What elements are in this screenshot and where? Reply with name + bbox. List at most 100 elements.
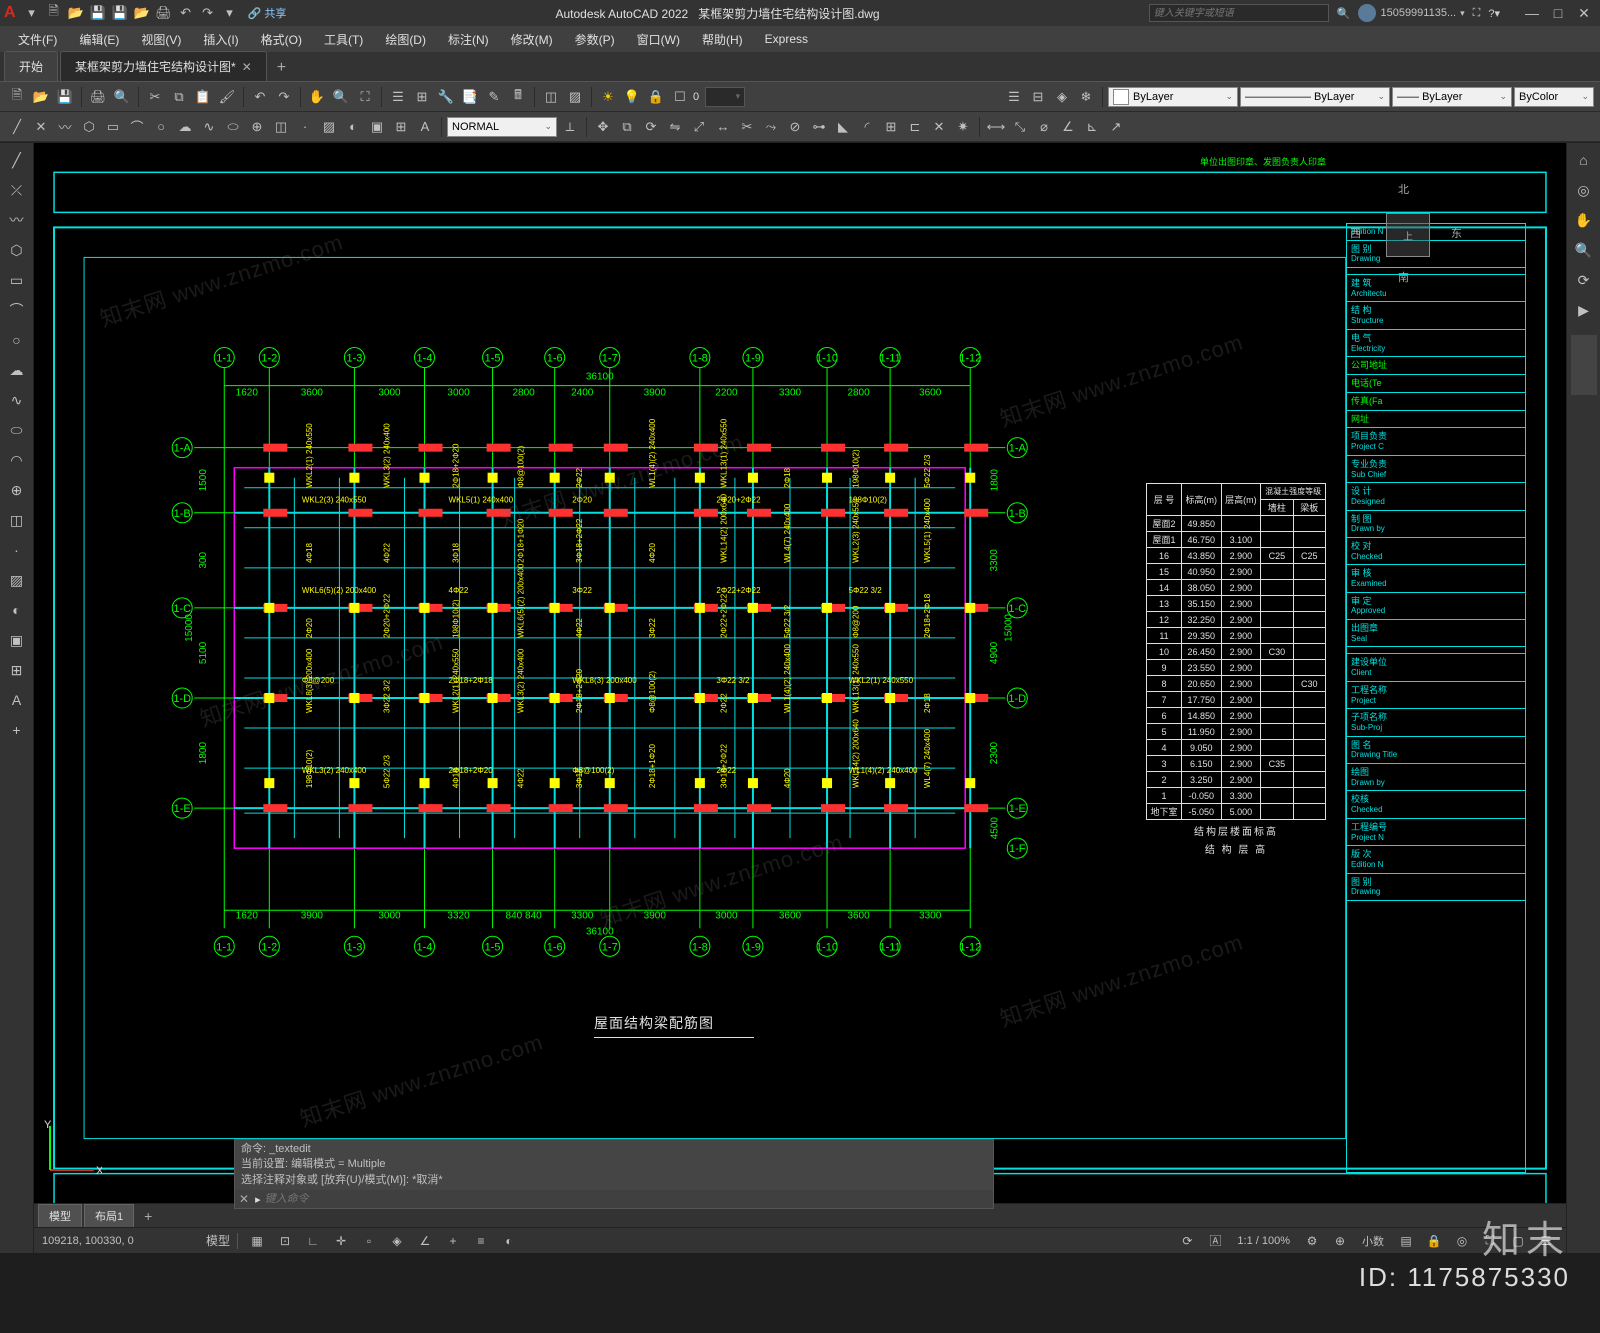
lt-point-icon[interactable]: ·: [4, 537, 30, 563]
lt-line-icon[interactable]: ╱: [4, 147, 30, 173]
tb-redo-icon[interactable]: ↷: [273, 86, 295, 108]
tb-hatch-icon[interactable]: ▨: [564, 86, 586, 108]
sb-model-button[interactable]: 模型: [206, 1231, 230, 1251]
tb-block-icon[interactable]: ◫: [540, 86, 562, 108]
tb-cut-icon[interactable]: ✂: [144, 86, 166, 108]
tb-dim2-icon[interactable]: ⤡: [1009, 116, 1031, 138]
tb-arc-icon[interactable]: ⌒: [126, 116, 148, 138]
qat-undo-icon[interactable]: ↶: [176, 3, 196, 23]
tb-quickcalc-icon[interactable]: 🖩: [507, 86, 529, 108]
sb-lock-icon[interactable]: 🔒: [1422, 1231, 1446, 1251]
rt-showmotion-icon[interactable]: ▶: [1571, 297, 1597, 323]
layer-color-dropdown[interactable]: ▾: [705, 87, 745, 107]
lt-addsel-icon[interactable]: +: [4, 717, 30, 743]
lt-circle-icon[interactable]: ○: [4, 327, 30, 353]
sb-ws-icon[interactable]: ⚙: [1300, 1231, 1324, 1251]
tb-sun-icon[interactable]: ☀: [597, 86, 619, 108]
rt-wheel-icon[interactable]: ◎: [1571, 177, 1597, 203]
menu-item[interactable]: 窗口(W): [627, 27, 690, 52]
tb-erase-icon[interactable]: ✕: [928, 116, 950, 138]
sb-ann-icon[interactable]: 🄰: [1203, 1231, 1227, 1251]
tb-light-icon[interactable]: 💡: [621, 86, 643, 108]
lt-table-icon[interactable]: ⊞: [4, 657, 30, 683]
tb-chk-icon[interactable]: ☐: [669, 86, 691, 108]
lt-insert-icon[interactable]: ⊕: [4, 477, 30, 503]
tb-explode-icon[interactable]: ✷: [952, 116, 974, 138]
tab-add-button[interactable]: +: [269, 55, 294, 81]
menu-item[interactable]: 插入(I): [193, 27, 248, 52]
sb-otrack-icon[interactable]: ∠: [413, 1231, 437, 1251]
tb-dim4-icon[interactable]: ∠: [1057, 116, 1079, 138]
lt-text-icon[interactable]: A: [4, 687, 30, 713]
lt-poly-icon[interactable]: ⬡: [4, 237, 30, 263]
qat-saveas-icon[interactable]: 💾: [110, 3, 130, 23]
tb-offset-icon[interactable]: ⊏: [904, 116, 926, 138]
rt-zoom-icon[interactable]: 🔍: [1571, 237, 1597, 263]
tb-dimstyle-icon[interactable]: ⟂: [559, 116, 581, 138]
sb-isolate-icon[interactable]: ◎: [1450, 1231, 1474, 1251]
sb-dyn-icon[interactable]: +: [441, 1231, 465, 1251]
layer-dropdown[interactable]: ByLayer⌄: [1108, 87, 1238, 107]
tb-array-icon[interactable]: ⊞: [880, 116, 902, 138]
maximize-button[interactable]: □: [1546, 3, 1570, 23]
tb-layer-icon[interactable]: ☰: [1003, 86, 1025, 108]
share-link[interactable]: 🔗 共享: [248, 5, 287, 21]
qat-plot-icon[interactable]: 🖨: [154, 3, 174, 23]
lt-grad-icon[interactable]: ◐: [4, 597, 30, 623]
menu-item[interactable]: 视图(V): [131, 27, 191, 52]
tb-move-icon[interactable]: ✥: [592, 116, 614, 138]
lt-ellipse-icon[interactable]: ⬭: [4, 417, 30, 443]
menu-item[interactable]: 帮助(H): [692, 27, 753, 52]
tb-dim3-icon[interactable]: ⌀: [1033, 116, 1055, 138]
tb-chamfer-icon[interactable]: ◣: [832, 116, 854, 138]
sb-monitor-icon[interactable]: ⊕: [1328, 1231, 1352, 1251]
qat-open2-icon[interactable]: 📂: [132, 3, 152, 23]
rt-navbar[interactable]: [1571, 335, 1597, 395]
tb-leader-icon[interactable]: ↗: [1105, 116, 1127, 138]
tb-rotate-icon[interactable]: ⟳: [640, 116, 662, 138]
tb-break-icon[interactable]: ⊘: [784, 116, 806, 138]
qat-arrow-icon[interactable]: ▾: [220, 3, 240, 23]
lt-spline-icon[interactable]: ∿: [4, 387, 30, 413]
lt-cloud-icon[interactable]: ☁: [4, 357, 30, 383]
tab-close-icon[interactable]: ✕: [242, 60, 252, 74]
tb-trim-icon[interactable]: ✂: [736, 116, 758, 138]
tb-stretch-icon[interactable]: ↔: [712, 116, 734, 138]
close-button[interactable]: ✕: [1572, 3, 1596, 23]
rt-orbit-icon[interactable]: ⟳: [1571, 267, 1597, 293]
tb-insert-icon[interactable]: ⊕: [246, 116, 268, 138]
tab-start[interactable]: 开始: [4, 51, 58, 81]
viewcube[interactable]: 北 南 东 西 上: [1346, 173, 1466, 293]
tb-undo-icon[interactable]: ↶: [249, 86, 271, 108]
autodesk-app-icon[interactable]: ⛶: [1473, 7, 1481, 20]
command-input[interactable]: [265, 1193, 989, 1205]
help-icon[interactable]: ?▾: [1488, 7, 1500, 20]
tb-region-icon[interactable]: ▣: [366, 116, 388, 138]
tb-layerfrz-icon[interactable]: ❄: [1075, 86, 1097, 108]
tb-gradient-icon[interactable]: ◐: [342, 116, 364, 138]
layout-tab[interactable]: 模型: [38, 1204, 82, 1228]
sb-lwt-icon[interactable]: ≡: [469, 1231, 493, 1251]
tb-fillet-icon[interactable]: ◜: [856, 116, 878, 138]
tb-new-icon[interactable]: 🗎: [6, 86, 28, 108]
tb-markup-icon[interactable]: ✎: [483, 86, 505, 108]
qat-menu-icon[interactable]: ▾: [22, 3, 42, 23]
menu-item[interactable]: 工具(T): [314, 27, 373, 52]
sb-ortho-icon[interactable]: ∟: [301, 1231, 325, 1251]
rt-nav-icon[interactable]: ⌂: [1571, 147, 1597, 173]
tb-point-icon[interactable]: ·: [294, 116, 316, 138]
tb-rect-icon[interactable]: ▭: [102, 116, 124, 138]
tb-props-icon[interactable]: ☰: [387, 86, 409, 108]
lt-arc-icon[interactable]: ⌒: [4, 297, 30, 323]
sb-polar-icon[interactable]: ✛: [329, 1231, 353, 1251]
qat-redo-icon[interactable]: ↷: [198, 3, 218, 23]
tb-line-icon[interactable]: ╱: [6, 116, 28, 138]
menu-item[interactable]: 绘图(D): [375, 27, 436, 52]
tb-scale-icon[interactable]: ⤢: [688, 116, 710, 138]
qat-open-icon[interactable]: 📂: [66, 3, 86, 23]
tb-revcloud-icon[interactable]: ☁: [174, 116, 196, 138]
menu-item[interactable]: 文件(F): [8, 27, 67, 52]
tb-sheet-icon[interactable]: 📑: [459, 86, 481, 108]
layout-tab[interactable]: 布局1: [84, 1204, 134, 1228]
sb-trans-icon[interactable]: ◐: [497, 1231, 521, 1251]
